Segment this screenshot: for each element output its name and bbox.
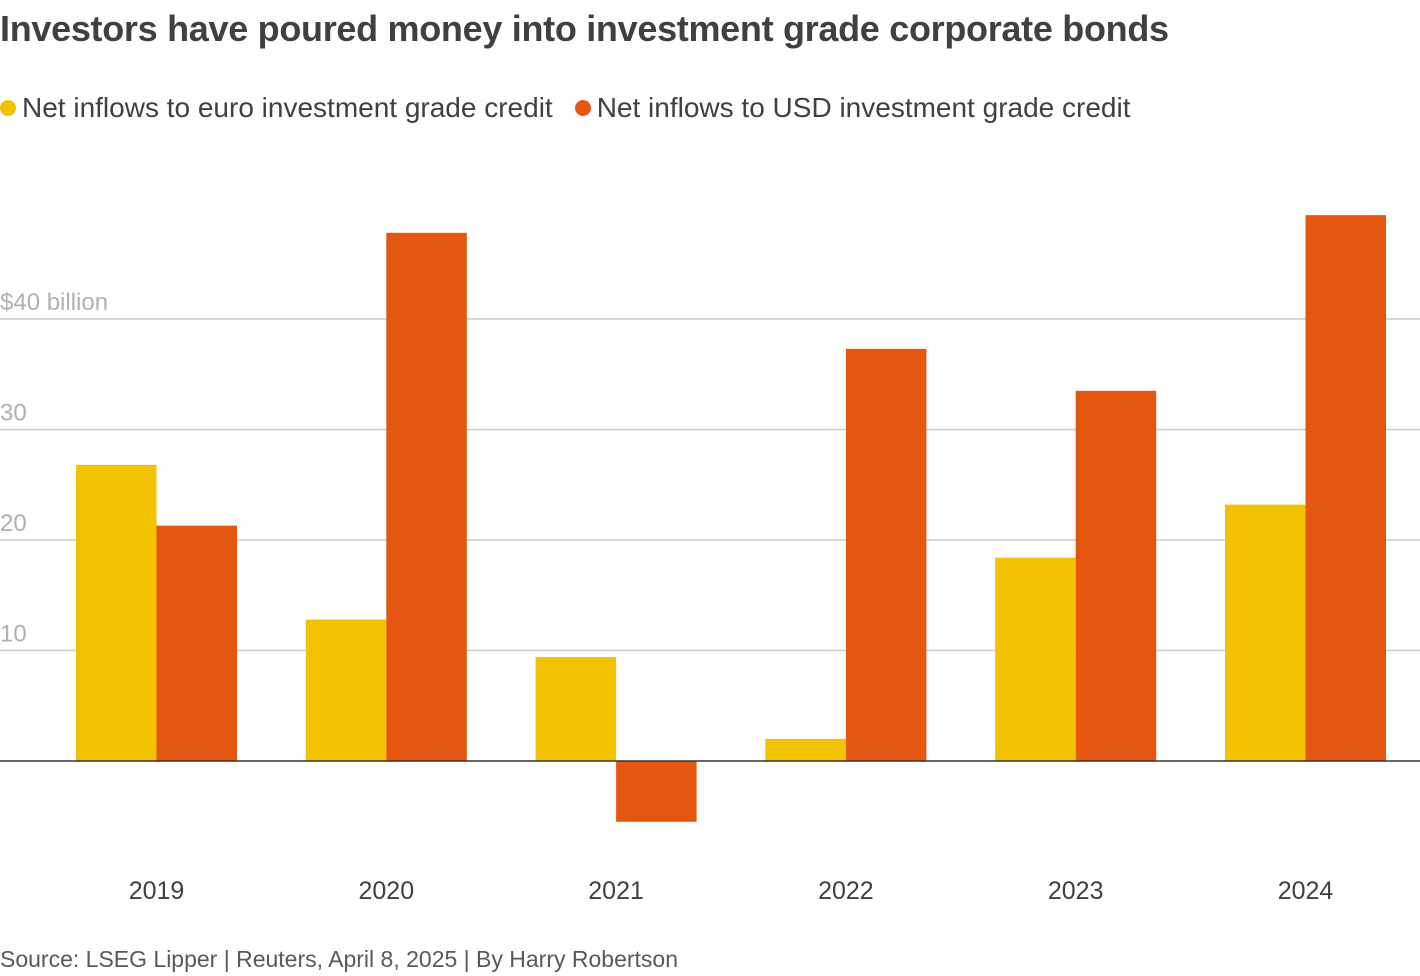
bar-usd-2024 [1305,215,1386,761]
x-tick-label-2020: 2020 [358,877,414,905]
y-tick-label-20: 20 [0,510,27,537]
legend-item-euro: Net inflows to euro investment grade cre… [0,92,553,124]
chart-title: Investors have poured money into investm… [0,8,1169,49]
bar-euro-2019 [76,464,157,761]
legend-swatch-usd [574,100,591,116]
bar-usd-2019 [156,525,237,761]
legend-label-usd: Net inflows to USD investment grade cred… [596,92,1131,123]
bar-usd-2023 [1075,390,1157,761]
bar-euro-2024 [1225,504,1306,761]
bar-euro-2021 [535,657,617,761]
x-tick-label-2023: 2023 [1048,877,1104,905]
y-tick-label-30: 30 [0,400,27,427]
x-tick-label-2019: 2019 [129,877,185,905]
bar-usd-2021 [616,761,697,822]
source-note: Source: LSEG Lipper | Reuters, April 8, … [0,946,678,972]
bar-usd-2022 [845,348,927,761]
bar-euro-2022 [765,738,846,761]
legend: Net inflows to euro investment grade cre… [0,92,1152,124]
x-tick-label-2024: 2024 [1278,877,1334,905]
x-tick-label-2022: 2022 [818,877,874,905]
y-tick-label-40: $40 billion [0,289,108,316]
bar-chart: 10 20 30 $40 billion 2019 2020 2021 2022 2023 202… [0,215,1420,905]
legend-swatch-euro [0,100,16,116]
y-tick-label-10: 10 [0,621,27,648]
bar-euro-2020 [305,619,387,761]
legend-label-euro: Net inflows to euro investment grade cre… [22,92,553,123]
bar-euro-2023 [995,557,1076,761]
legend-item-usd: Net inflows to USD investment grade cred… [574,92,1131,124]
x-tick-label-2021: 2021 [588,877,644,905]
bar-usd-2020 [386,232,467,761]
